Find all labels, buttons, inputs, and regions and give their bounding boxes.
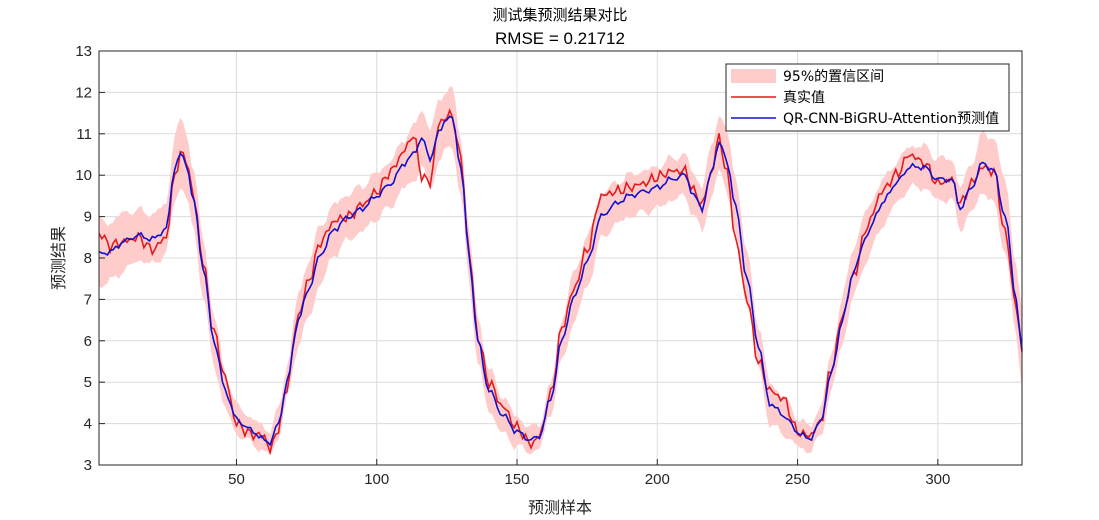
chart-subtitle: RMSE = 0.21712: [495, 29, 625, 48]
y-tick-label: 8: [84, 250, 92, 267]
y-tick-label: 12: [75, 84, 92, 101]
x-tick-label: 150: [504, 471, 529, 488]
x-tick-label: 50: [228, 471, 245, 488]
y-tick-label: 5: [84, 374, 92, 391]
y-tick-label: 13: [75, 43, 92, 60]
ticks: [99, 50, 939, 466]
y-tick-label: 10: [75, 167, 92, 184]
tick-labels: 50 100 150 200 250 300 3 4 5 6 7 8 9 10 11 12 13: [75, 43, 950, 488]
y-tick-label: 7: [84, 291, 92, 308]
legend-label-band: 95%的置信区间: [783, 69, 884, 85]
actual-series-line: [98, 108, 1023, 456]
y-axis-label: 预测结果: [49, 226, 68, 290]
x-axis-label: 预测样本: [528, 498, 592, 517]
predicted-series-line: [98, 115, 1023, 447]
y-tick-label: 6: [84, 333, 92, 350]
y-tick-label: 9: [84, 209, 92, 226]
chart-title: 测试集预测结果对比: [492, 6, 627, 24]
legend: 95%的置信区间 真实值 QR-CNN-BiGRU-Attention预测值: [725, 63, 1010, 132]
x-tick-label: 200: [645, 471, 670, 488]
legend-swatch-band: [731, 69, 776, 83]
x-tick-label: 100: [364, 471, 389, 488]
y-tick-label: 3: [84, 457, 92, 474]
legend-label-actual: 真实值: [783, 90, 825, 106]
x-tick-label: 300: [925, 471, 950, 488]
y-tick-label: 11: [76, 126, 92, 143]
legend-label-predicted: QR-CNN-BiGRU-Attention预测值: [783, 111, 999, 127]
x-tick-label: 250: [785, 471, 810, 488]
y-tick-label: 4: [84, 416, 92, 433]
